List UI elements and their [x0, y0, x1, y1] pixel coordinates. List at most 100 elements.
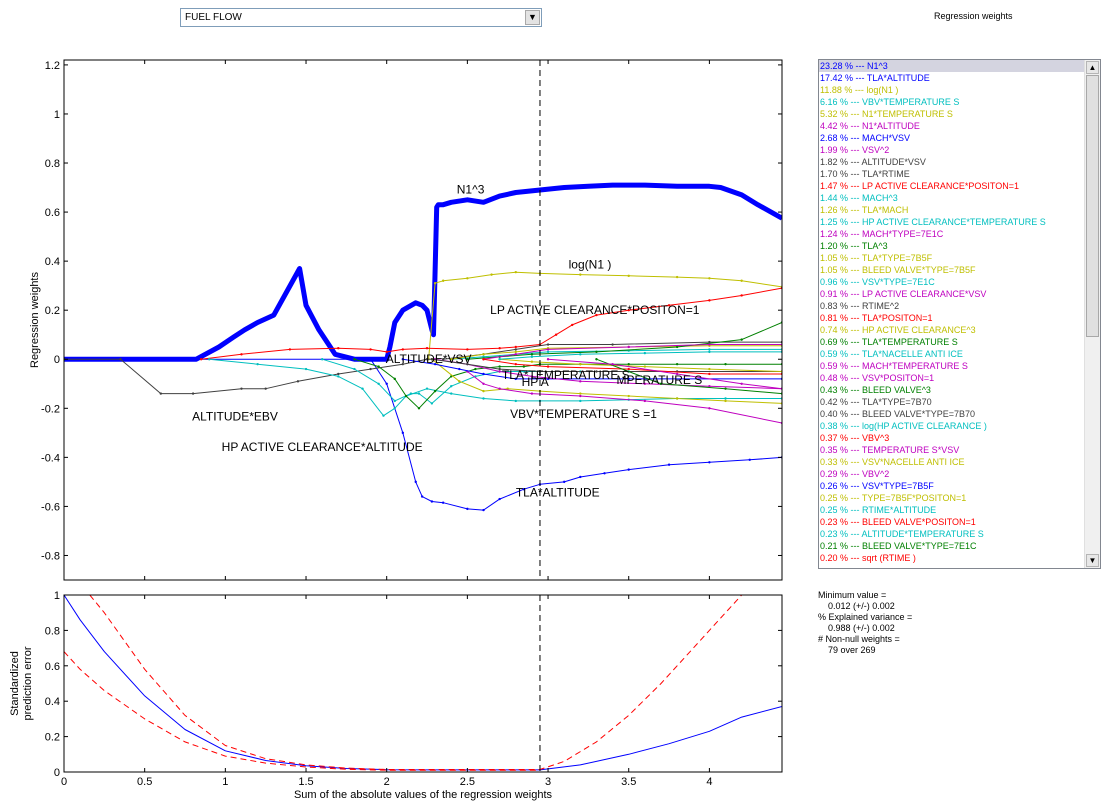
series-point — [514, 377, 517, 381]
weight-list-item[interactable]: 0.59 % --- MACH*TEMPERATURE S — [820, 361, 968, 371]
weight-list-item[interactable]: 1.44 % --- MACH^3 — [820, 193, 898, 203]
series-point — [240, 387, 243, 390]
weight-list-item[interactable]: 5.32 % --- N1*TEMPERATURE S — [820, 109, 953, 119]
series-point — [264, 387, 267, 390]
weight-list-item[interactable]: 0.29 % --- VBV^2 — [820, 469, 890, 479]
weight-list-item[interactable]: 0.25 % --- RTIME*ALTITUDE — [820, 505, 937, 515]
curve-label: HP A — [522, 375, 549, 389]
weight-list-item[interactable]: 0.21 % --- BLEED VALVE*TYPE=7E1C — [820, 541, 977, 551]
series-line — [431, 358, 782, 404]
weight-list-item[interactable]: 0.81 % --- TLA*POSITON=1 — [820, 313, 933, 323]
weight-list-item[interactable]: 0.23 % --- BLEED VALVE*POSITON=1 — [820, 517, 976, 527]
weight-list-item[interactable]: 0.20 % --- sqrt (RTIME ) — [820, 553, 916, 563]
series-point — [377, 382, 380, 385]
weight-list-item[interactable]: 0.35 % --- TEMPERATURE S*VSV — [820, 445, 960, 455]
series-point — [256, 362, 259, 366]
weight-list-item[interactable]: 1.47 % --- LP ACTIVE CLEARANCE*POSITON=1 — [820, 181, 1019, 191]
weights-listbox[interactable]: 23.28 % --- N1^3 17.42 % --- TLA*ALTITUDE… — [818, 59, 1101, 569]
curve-label: ALTITUDE*VSV — [386, 352, 472, 366]
series-point — [466, 362, 469, 366]
weight-list-item[interactable]: 17.42 % --- TLA*ALTITUDE — [820, 73, 930, 83]
weight-list-item[interactable]: 0.25 % --- TYPE=7B5F*POSITON=1 — [820, 493, 967, 503]
series-point — [393, 399, 396, 403]
weight-list-item[interactable]: 1.24 % --- MACH*TYPE=7E1C — [820, 229, 944, 239]
weight-list-item[interactable]: 0.37 % --- VBV^3 — [820, 433, 890, 443]
weight-list-item[interactable]: 0.26 % --- VSV*TYPE=7B5F — [820, 481, 934, 491]
curve-label: log(N1 ) — [569, 257, 612, 271]
series-point — [627, 377, 630, 381]
weight-list-item[interactable]: 0.33 % --- VSV*NACELLE ANTI ICE — [820, 457, 965, 467]
series-point — [430, 358, 434, 361]
weight-list-item[interactable]: 2.68 % --- MACH*VSV — [820, 133, 911, 143]
series-point — [627, 345, 630, 349]
series-point — [514, 270, 517, 274]
weight-list-item[interactable]: 0.40 % --- BLEED VALVE*TYPE=7B70 — [820, 409, 975, 419]
series-line — [64, 358, 432, 395]
series-point — [530, 360, 534, 363]
weight-list-item[interactable]: 6.16 % --- VBV*TEMPERATURE S — [820, 97, 960, 107]
series-point — [530, 375, 534, 378]
series-point — [627, 362, 630, 366]
weight-list-item[interactable]: 0.43 % --- BLEED VALVE^3 — [820, 385, 931, 395]
x-tick-label: 2 — [384, 776, 390, 788]
series-point — [466, 277, 469, 280]
weight-list-item[interactable]: 1.99 % --- VSV^2 — [820, 145, 890, 155]
series-point — [675, 362, 679, 366]
listbox-scrollbar[interactable]: ▲ ▼ — [1084, 60, 1100, 568]
weight-list-item[interactable]: 0.38 % --- log(HP ACTIVE CLEARANCE ) — [820, 421, 987, 431]
weight-list-item[interactable]: 1.82 % --- ALTITUDE*VSV — [820, 157, 926, 167]
weight-list-item[interactable]: 0.69 % --- TLA*TEMPERATURE S — [820, 337, 958, 347]
stats-panel: Minimum value = 0.012 (+/-) 0.002 % Expl… — [818, 590, 912, 656]
scroll-thumb[interactable] — [1086, 75, 1099, 337]
weight-list-item[interactable]: 1.25 % --- HP ACTIVE CLEARANCE*TEMPERATU… — [820, 217, 1046, 227]
series-point — [466, 507, 469, 511]
weight-list-item[interactable]: 0.83 % --- RTIME^2 — [820, 301, 900, 311]
weight-list-item[interactable]: 0.91 % --- LP ACTIVE CLEARANCE*VSV — [820, 289, 987, 299]
series-point — [441, 501, 445, 504]
y-tick-label: 0.8 — [45, 158, 60, 170]
weight-list-item[interactable]: 0.59 % --- TLA*NACELLE ANTI ICE — [820, 349, 963, 359]
weight-list-item[interactable]: 1.05 % --- TLA*TYPE=7B5F — [820, 253, 933, 263]
series-point — [724, 399, 727, 403]
series-point — [482, 358, 485, 361]
series-point — [708, 407, 711, 410]
series-point — [603, 472, 606, 475]
series-point — [579, 380, 582, 383]
series-point — [498, 367, 501, 371]
series-point — [458, 367, 461, 371]
series-point — [740, 294, 743, 297]
series-point — [579, 475, 582, 479]
series-point — [514, 353, 517, 356]
series-point — [627, 394, 630, 398]
weight-list-item[interactable]: 0.48 % --- VSV*POSITON=1 — [820, 373, 935, 383]
weight-list-item[interactable]: 23.28 % --- N1^3 — [819, 60, 1086, 72]
weight-list-item[interactable]: 4.42 % --- N1*ALTITUDE — [820, 121, 920, 131]
series-point — [579, 353, 582, 356]
weight-list-item[interactable]: 1.20 % --- TLA^3 — [820, 241, 888, 251]
series-point — [191, 392, 195, 395]
weight-list-item[interactable]: 1.05 % --- BLEED VALVE*TYPE=7B5F — [820, 265, 976, 275]
weight-list-item[interactable]: 1.26 % --- TLA*MACH — [820, 205, 909, 215]
weight-list-item[interactable]: 1.70 % --- TLA*RTIME — [820, 169, 910, 179]
weight-list-item[interactable]: 0.42 % --- TLA*TYPE=7B70 — [820, 397, 932, 407]
series-point — [546, 365, 550, 368]
y-tick-label: 0.8 — [45, 625, 60, 637]
series-point — [675, 345, 679, 349]
weight-list-item[interactable]: 0.74 % --- HP ACTIVE CLEARANCE^3 — [820, 325, 976, 335]
weight-list-item[interactable]: 11.88 % --- log(N1 ) — [820, 85, 899, 95]
weight-list-item[interactable]: 0.23 % --- ALTITUDE*TEMPERATURE S — [820, 529, 984, 539]
series-point — [514, 345, 517, 349]
y-tick-label: -0.2 — [41, 403, 60, 415]
series-point — [240, 353, 243, 356]
signal-dropdown[interactable]: FUEL FLOW ▼ — [180, 8, 542, 27]
weight-list-item[interactable]: 0.96 % --- VSV*TYPE=7E1C — [820, 277, 935, 287]
chevron-down-icon[interactable]: ▼ — [525, 10, 540, 25]
series-point — [304, 367, 308, 371]
triangle-down-icon[interactable]: ▼ — [1086, 554, 1099, 567]
series-point — [498, 387, 501, 390]
triangle-up-icon[interactable]: ▲ — [1086, 61, 1099, 74]
series-point — [546, 358, 550, 361]
series-point — [522, 365, 526, 368]
weights-list[interactable]: 23.28 % --- N1^3 17.42 % --- TLA*ALTITUDE… — [819, 60, 1086, 564]
series-point — [498, 370, 501, 373]
